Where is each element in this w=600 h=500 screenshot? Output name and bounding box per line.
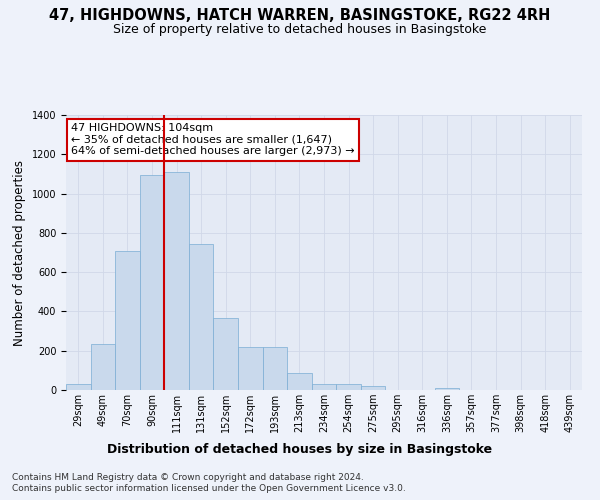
Bar (214, 318, 238, 390)
Bar (91, 344, 115, 390)
Bar (140, 175, 164, 390)
Bar (312, 384, 336, 390)
Text: Distribution of detached houses by size in Basingstoke: Distribution of detached houses by size … (107, 442, 493, 456)
Bar (66, 384, 91, 390)
Bar (164, 172, 189, 390)
Text: 47 HIGHDOWNS: 104sqm
← 35% of detached houses are smaller (1,647)
64% of semi-de: 47 HIGHDOWNS: 104sqm ← 35% of detached h… (71, 123, 355, 156)
Text: 47, HIGHDOWNS, HATCH WARREN, BASINGSTOKE, RG22 4RH: 47, HIGHDOWNS, HATCH WARREN, BASINGSTOKE… (49, 8, 551, 22)
Bar (189, 244, 214, 390)
Text: Contains public sector information licensed under the Open Government Licence v3: Contains public sector information licen… (12, 484, 406, 493)
Bar (287, 374, 312, 390)
Bar (336, 384, 361, 390)
Bar (238, 347, 263, 390)
Y-axis label: Number of detached properties: Number of detached properties (13, 160, 26, 346)
Text: Contains HM Land Registry data © Crown copyright and database right 2024.: Contains HM Land Registry data © Crown c… (12, 472, 364, 482)
Bar (115, 250, 140, 390)
Bar (263, 347, 287, 390)
Bar (434, 388, 459, 390)
Text: Size of property relative to detached houses in Basingstoke: Size of property relative to detached ho… (113, 22, 487, 36)
Bar (361, 386, 385, 390)
